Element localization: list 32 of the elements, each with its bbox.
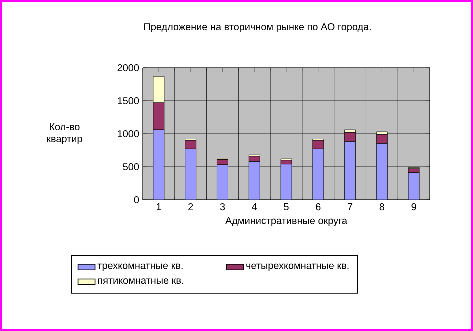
bar: [248, 156, 260, 162]
x-tick-label: 7: [348, 204, 353, 210]
y-axis-title: Кол-во квартир: [47, 124, 82, 144]
bar: [312, 140, 324, 150]
bar: [376, 134, 388, 144]
bar: [376, 144, 388, 200]
bar: [248, 162, 260, 200]
x-axis-title: Административные округа: [226, 217, 348, 226]
x-tick-label: 5: [284, 204, 289, 210]
y-tick-label: 0: [134, 196, 140, 204]
x-tick-label: 4: [252, 204, 258, 210]
legend-label: четырехкомнатные кв.: [246, 264, 349, 272]
legend-label: трехкомнатные кв.: [98, 264, 183, 272]
bar: [153, 130, 165, 200]
chart-title: Предложение на вторичном рынке по АО города.: [144, 23, 371, 32]
bar: [344, 142, 356, 200]
y-tick-label: 1000: [118, 130, 140, 138]
bar: [312, 148, 324, 200]
x-tick-label: 3: [220, 204, 226, 211]
bar: [185, 140, 197, 150]
y-tick-label: 2000: [118, 64, 140, 72]
x-tick-label: 1: [156, 204, 162, 210]
x-tick-label: 9: [412, 204, 416, 211]
y-tick-label: 1500: [118, 97, 140, 105]
x-tick-label: 6: [316, 204, 321, 211]
legend-label: пятикомнатные кв.: [98, 278, 184, 284]
bar: [185, 148, 197, 200]
y-tick-label: 500: [123, 163, 140, 171]
x-tick-label: 8: [380, 204, 385, 211]
bar: [344, 132, 356, 142]
bar: [217, 164, 228, 200]
x-tick-label: 2: [188, 204, 194, 210]
